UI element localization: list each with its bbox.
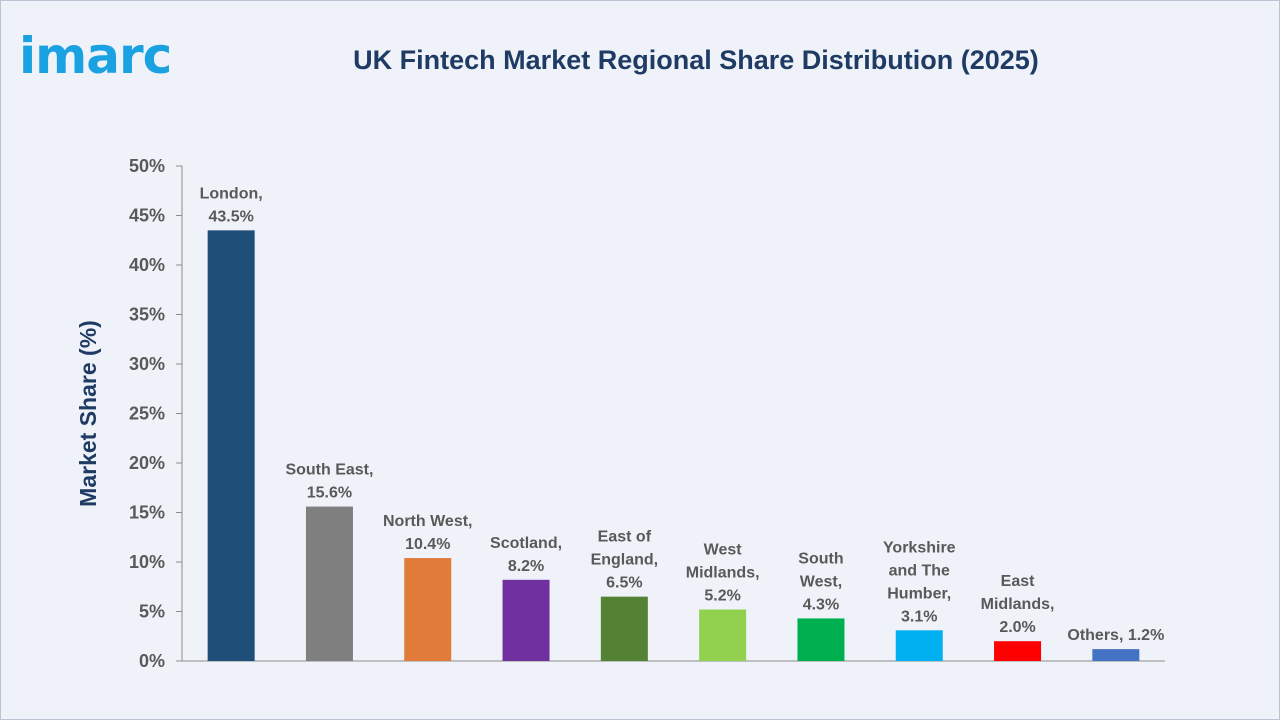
bar-data-label-line: 5.2% <box>704 588 740 605</box>
bar-data-label: Yorkshire and The Humber, 3.1% <box>883 539 956 625</box>
bar-data-label-line: 43.5% <box>208 208 253 225</box>
y-tick-label: 30% <box>129 354 165 374</box>
chart-title: UK Fintech Market Regional Share Distrib… <box>353 45 1039 75</box>
bar <box>305 506 353 661</box>
bar-data-label-line: East of <box>598 529 652 546</box>
bar-data-label: Others, 1.2% <box>1067 627 1164 644</box>
bar-data-label-line: Scotland, <box>490 535 562 552</box>
bar-data-label: East of England, 6.5% <box>591 529 659 592</box>
bar-data-label-line: England, <box>591 552 659 569</box>
bar-data-label-line: North West, <box>383 513 472 530</box>
y-tick-label: 5% <box>139 602 165 622</box>
chart-bars <box>207 230 1140 661</box>
y-tick-label: 10% <box>129 552 165 572</box>
bar <box>600 596 648 661</box>
bar-data-label-line: Humber, <box>887 585 951 602</box>
bar-data-label: North West, 10.4% <box>383 513 472 553</box>
bar-data-label-line: West <box>704 542 743 559</box>
bar-data-label-line: 8.2% <box>508 558 544 575</box>
bar <box>207 230 255 661</box>
bar-data-label: East Midlands, 2.0% <box>981 573 1055 636</box>
bar <box>1092 649 1140 661</box>
bar-data-label-line: 3.1% <box>901 608 937 625</box>
y-tick-label: 50% <box>129 156 165 176</box>
y-tick-label: 15% <box>129 503 165 523</box>
bar-data-label-line: South East, <box>285 462 373 479</box>
bar-data-label-line: 6.5% <box>606 575 642 592</box>
bar <box>404 558 452 661</box>
bar <box>502 579 550 661</box>
bar-data-label: Scotland, 8.2% <box>490 535 562 575</box>
bar-data-label: West Midlands, 5.2% <box>686 542 760 605</box>
bar-data-label: South East, 15.6% <box>285 462 373 502</box>
bar <box>994 641 1042 661</box>
y-tick-label: 20% <box>129 453 165 473</box>
bar-data-label-line: Midlands, <box>686 565 760 582</box>
bar-data-label-line: South <box>798 550 843 567</box>
bar-data-label-line: West, <box>800 573 842 590</box>
chart-axes: 0% 5% 10% 15% 20% 25% 30% 35% 40% 45% 50% <box>129 156 1165 671</box>
y-tick-label: 35% <box>129 305 165 325</box>
y-tick-label: 45% <box>129 206 165 226</box>
bar <box>895 630 943 661</box>
bar-data-label-line: 2.0% <box>999 619 1035 636</box>
bar-data-label-line: and The <box>889 562 950 579</box>
bar-data-label-line: London, <box>200 185 263 202</box>
bar-data-label-line: Midlands, <box>981 596 1055 613</box>
bar-data-label-line: 10.4% <box>405 536 450 553</box>
bar-data-label-line: Yorkshire <box>883 539 956 556</box>
y-tick-label: 40% <box>129 255 165 275</box>
bar-data-label: London, 43.5% <box>200 185 263 225</box>
imarc-logo: imarc <box>19 27 172 85</box>
chart-data-labels: London, 43.5% South East, 15.6% North West, 1… <box>200 185 1165 644</box>
bar-data-label: South West, 4.3% <box>798 550 843 613</box>
bar <box>699 609 747 661</box>
y-tick-label: 25% <box>129 404 165 424</box>
bar-data-label-line: 4.3% <box>803 596 839 613</box>
bar-data-label-line: Others, 1.2% <box>1067 627 1164 644</box>
y-axis-label: Market Share (%) <box>75 320 101 507</box>
bar-data-label-line: 15.6% <box>307 485 352 502</box>
bar <box>797 618 845 661</box>
bar-data-label-line: East <box>1001 573 1035 590</box>
y-tick-label: 0% <box>139 651 165 671</box>
